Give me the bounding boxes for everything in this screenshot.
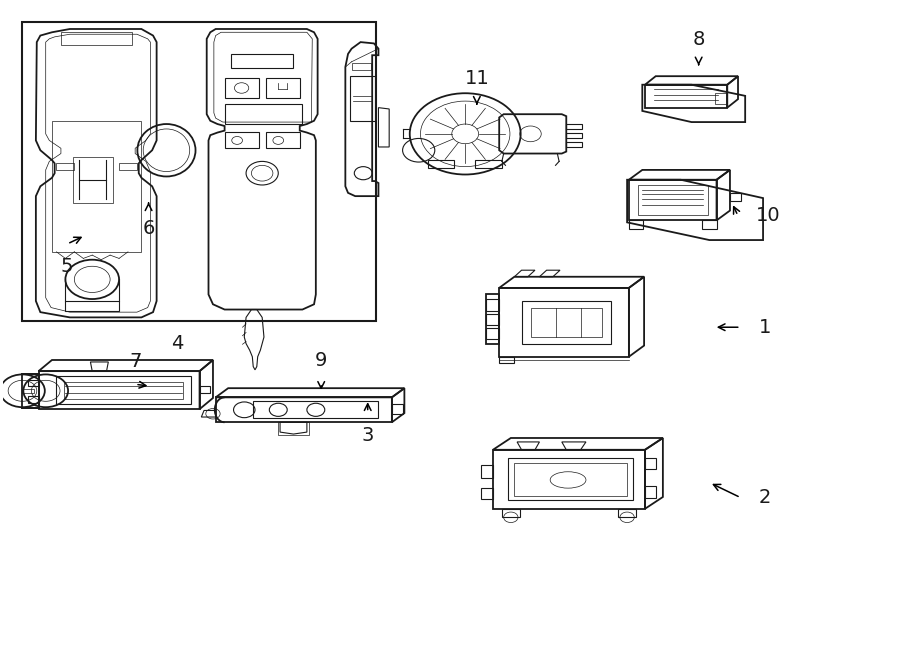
Bar (119, 163, 137, 170)
Bar (61, 32, 132, 46)
Text: 9: 9 (315, 351, 328, 369)
Bar (530, 307, 602, 337)
Bar (350, 76, 375, 121)
Bar (278, 422, 309, 436)
Bar (22, 22, 376, 321)
Bar (52, 121, 141, 252)
Text: 7: 7 (129, 352, 141, 371)
Bar (522, 301, 611, 344)
Bar (715, 93, 727, 104)
Bar (225, 78, 258, 98)
Bar (73, 157, 112, 203)
Text: 8: 8 (692, 30, 705, 49)
Text: 4: 4 (171, 334, 184, 353)
Bar (225, 104, 302, 124)
Bar (352, 63, 372, 69)
Text: 5: 5 (61, 257, 74, 276)
Bar (266, 132, 300, 148)
Text: 6: 6 (142, 219, 155, 238)
Bar (225, 132, 258, 148)
Bar (266, 78, 300, 98)
Text: 11: 11 (464, 69, 490, 88)
Bar (231, 54, 293, 68)
Text: 2: 2 (759, 488, 771, 507)
Bar (57, 163, 75, 170)
Text: 1: 1 (759, 318, 771, 336)
Text: 3: 3 (362, 426, 374, 445)
Text: 10: 10 (756, 206, 780, 225)
